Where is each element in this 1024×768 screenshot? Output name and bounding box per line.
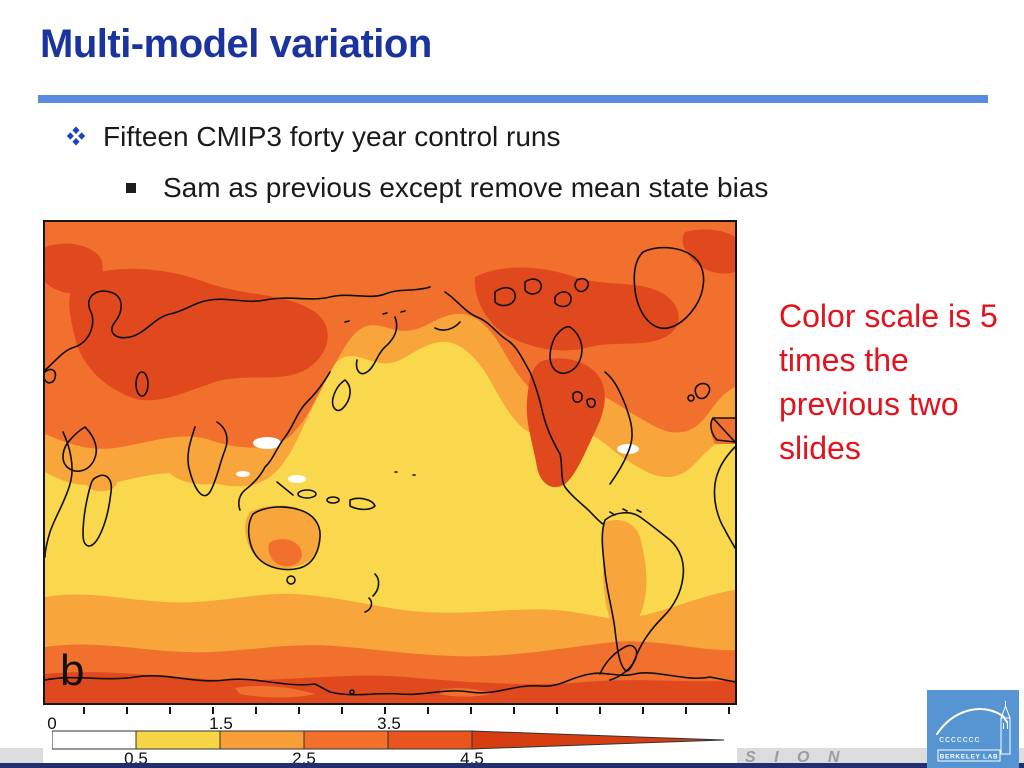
map-axis-ticks (45, 707, 735, 714)
bullet-item-1: Fifteen CMIP3 forty year control runs (66, 120, 561, 154)
colorbar (52, 730, 725, 750)
logo-label: BERKELEY LAB (940, 753, 999, 760)
bottom-accent-bar (0, 763, 1024, 768)
title-underline-rule (38, 95, 988, 103)
colorbar-segment (220, 731, 304, 749)
map-frame (43, 220, 737, 705)
colorbar-segment (304, 731, 388, 749)
diamond-bullet-icon (66, 126, 86, 146)
berkeley-lab-logo-icon: ccccccc BERKELEY LAB (936, 701, 1011, 762)
colorbar-segment (52, 731, 136, 749)
colorbar-tick-label: 1.5 (209, 714, 233, 733)
square-bullet-icon (126, 183, 136, 193)
bullet-text-2: Sam as previous except remove mean state… (163, 172, 769, 203)
colorbar-segment (388, 731, 472, 749)
colorbar-segment (136, 731, 220, 749)
colorbar-tick-label: 3.5 (377, 714, 401, 733)
map-figure: b 0 1.5 3.5 0.5 2.5 4.5 (43, 215, 737, 768)
colorbar-arrow (472, 731, 724, 749)
logo-arc-pattern: ccccccc (939, 735, 980, 745)
page-title: Multi-model variation (40, 22, 432, 66)
bullet-item-2: Sam as previous except remove mean state… (126, 171, 768, 205)
colorbar-tick-label: 0 (47, 714, 57, 733)
berkeley-lab-logo: ccccccc BERKELEY LAB (927, 690, 1019, 768)
world-contour-map-icon (45, 222, 735, 703)
panel-label: b (60, 646, 85, 695)
annotation-text: Color scale is 5 times the previous two … (779, 298, 998, 466)
bullet-text-1: Fifteen CMIP3 forty year control runs (103, 121, 561, 152)
footer-text: S I O N (745, 749, 847, 766)
